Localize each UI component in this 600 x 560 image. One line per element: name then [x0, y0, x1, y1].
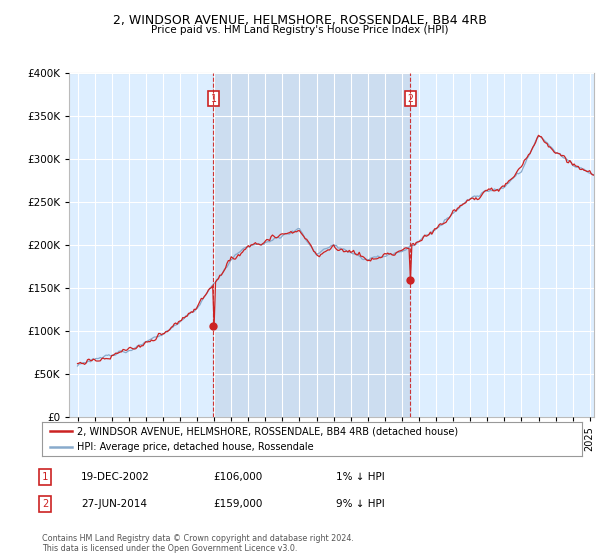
Text: £106,000: £106,000 [213, 472, 262, 482]
Text: 2: 2 [407, 94, 413, 104]
Text: 2, WINDSOR AVENUE, HELMSHORE, ROSSENDALE, BB4 4RB (detached house): 2, WINDSOR AVENUE, HELMSHORE, ROSSENDALE… [77, 426, 458, 436]
Text: HPI: Average price, detached house, Rossendale: HPI: Average price, detached house, Ross… [77, 442, 314, 452]
Text: £159,000: £159,000 [213, 499, 262, 509]
Text: 2: 2 [42, 499, 48, 509]
Bar [214, 73, 410, 417]
Text: 27-JUN-2014: 27-JUN-2014 [81, 499, 147, 509]
Text: Contains HM Land Registry data © Crown copyright and database right 2024.
This d: Contains HM Land Registry data © Crown c… [42, 534, 354, 553]
Text: 19-DEC-2002: 19-DEC-2002 [81, 472, 150, 482]
Text: Price paid vs. HM Land Registry's House Price Index (HPI): Price paid vs. HM Land Registry's House … [151, 25, 449, 35]
Text: 1% ↓ HPI: 1% ↓ HPI [336, 472, 385, 482]
Text: 1: 1 [42, 472, 48, 482]
Text: 1: 1 [211, 94, 217, 104]
Text: 9% ↓ HPI: 9% ↓ HPI [336, 499, 385, 509]
Text: 2, WINDSOR AVENUE, HELMSHORE, ROSSENDALE, BB4 4RB: 2, WINDSOR AVENUE, HELMSHORE, ROSSENDALE… [113, 14, 487, 27]
